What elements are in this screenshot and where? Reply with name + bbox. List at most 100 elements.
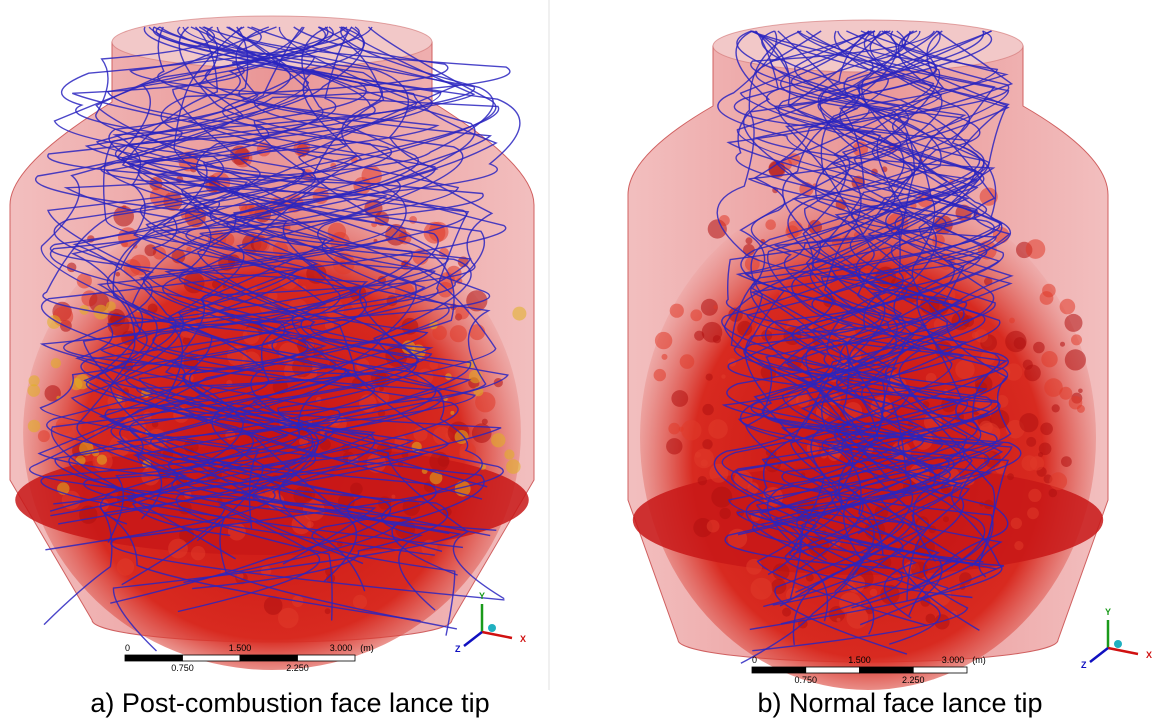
texture <box>491 433 505 447</box>
caption: b) Normal face lance tip <box>757 688 1042 718</box>
texture <box>1033 342 1045 354</box>
texture <box>662 354 668 360</box>
scale-label: 1.500 <box>229 643 252 653</box>
texture <box>512 307 526 321</box>
scale-label: 1.500 <box>848 655 871 665</box>
texture <box>680 354 695 369</box>
scale-segment <box>298 655 356 661</box>
texture <box>97 455 107 465</box>
texture <box>702 322 723 343</box>
texture <box>1065 349 1086 370</box>
texture <box>952 312 970 330</box>
texture <box>751 578 773 600</box>
texture <box>1078 389 1083 394</box>
texture <box>325 608 331 614</box>
texture <box>782 608 791 617</box>
scale-label: 0 <box>125 643 130 653</box>
texture <box>504 449 514 459</box>
texture <box>706 374 713 381</box>
texture <box>1049 472 1067 490</box>
texture <box>694 331 704 341</box>
texture <box>1065 314 1083 332</box>
texture <box>926 614 936 624</box>
axis-x <box>482 632 512 638</box>
scale-segment <box>860 667 914 673</box>
texture <box>711 487 732 508</box>
texture <box>1040 423 1053 436</box>
texture <box>702 439 712 449</box>
texture <box>273 242 288 257</box>
scale-segment <box>240 655 298 661</box>
axis-z <box>1090 648 1108 662</box>
texture <box>1041 351 1057 367</box>
texture <box>671 390 688 407</box>
texture <box>765 219 776 230</box>
texture <box>1023 360 1033 370</box>
texture <box>654 369 666 381</box>
texture <box>28 384 41 397</box>
texture <box>1014 337 1026 349</box>
texture <box>1014 541 1023 550</box>
texture <box>1052 404 1060 412</box>
scale-segment <box>913 667 967 673</box>
texture <box>1061 456 1072 467</box>
scale-label: (m) <box>360 643 374 653</box>
axis-label: Z <box>1081 660 1087 670</box>
scale-segment <box>125 655 183 661</box>
texture <box>1028 489 1041 502</box>
scale-segment <box>806 667 860 673</box>
texture <box>278 608 299 629</box>
scale-label: 3.000 <box>942 655 965 665</box>
texture <box>264 596 283 615</box>
texture <box>943 516 949 522</box>
texture <box>955 360 974 379</box>
texture <box>1049 489 1058 498</box>
texture <box>1019 413 1038 432</box>
texture <box>391 495 395 499</box>
scale-segment <box>183 655 241 661</box>
texture <box>668 423 680 435</box>
texture <box>690 309 702 321</box>
texture <box>707 520 720 533</box>
scale-label: (m) <box>972 655 986 665</box>
texture <box>698 476 707 485</box>
texture <box>450 411 454 415</box>
scale-label: 0.750 <box>171 663 194 673</box>
caption: a) Post-combustion face lance tip <box>90 688 489 718</box>
texture <box>1060 299 1076 315</box>
texture <box>191 546 205 560</box>
texture <box>720 508 731 519</box>
texture <box>1039 443 1052 456</box>
texture <box>1007 473 1014 480</box>
texture <box>379 386 384 391</box>
texture <box>1009 318 1015 324</box>
texture <box>1069 396 1083 410</box>
axis-origin <box>488 624 496 632</box>
texture <box>1011 518 1022 529</box>
texture <box>1071 334 1082 345</box>
texture <box>117 558 134 575</box>
axis-label: Y <box>1105 607 1111 617</box>
axis-z <box>464 632 482 646</box>
axis-x <box>1108 648 1138 654</box>
texture <box>28 420 41 433</box>
texture <box>837 618 841 622</box>
axis-origin <box>1114 640 1122 648</box>
texture <box>746 237 753 244</box>
texture <box>450 325 467 342</box>
scale-label: 2.250 <box>902 675 925 685</box>
axis-label: X <box>520 634 526 644</box>
texture <box>51 358 61 368</box>
texture <box>666 438 682 454</box>
figure: 0 1.500 3.000 (m) 0.750 2.250 Y X Za) Post-combu… <box>0 0 1172 727</box>
texture <box>670 304 684 318</box>
texture <box>506 459 521 474</box>
scale-label: 0.750 <box>794 675 817 685</box>
texture <box>1026 437 1036 447</box>
scale-label: 0 <box>752 655 757 665</box>
texture <box>1027 507 1039 519</box>
texture <box>1026 239 1046 259</box>
texture <box>350 483 363 496</box>
texture <box>1030 456 1044 470</box>
